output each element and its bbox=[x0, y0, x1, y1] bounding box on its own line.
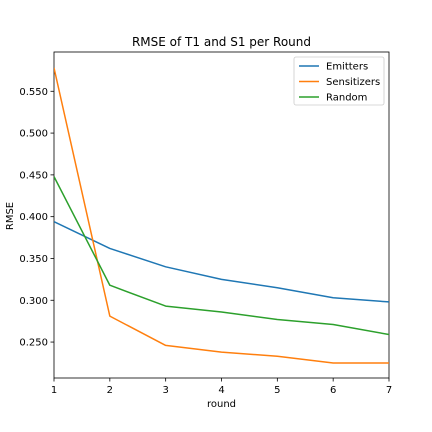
plot-area: 1 2 3 4 5 6 7 0.250 0.300 0.350 0.400 0.450 0.500 0.5… bbox=[19, 51, 392, 396]
legend-box bbox=[293, 56, 385, 106]
x-tick-label: 2 bbox=[107, 385, 113, 396]
legend: Emitters Sensitizers Random bbox=[293, 56, 385, 106]
x-tick-label: 7 bbox=[386, 385, 392, 396]
x-tick-label: 1 bbox=[51, 385, 57, 396]
y-tick-label: 0.500 bbox=[19, 129, 48, 140]
series-line-sensitizers bbox=[54, 67, 389, 364]
y-tick-label: 0.300 bbox=[19, 296, 48, 307]
x-tick-label: 6 bbox=[330, 385, 336, 396]
y-tick-label: 0.400 bbox=[19, 212, 48, 223]
legend-label-sensitizers: Sensitizers bbox=[326, 77, 380, 88]
y-tick-label: 0.450 bbox=[19, 170, 48, 181]
series-line-emitters bbox=[54, 221, 389, 303]
legend-label-emitters: Emitters bbox=[326, 62, 368, 73]
legend-label-random: Random bbox=[326, 93, 367, 104]
y-tick-label: 0.350 bbox=[19, 254, 48, 265]
x-tick-label: 3 bbox=[162, 385, 168, 396]
series-line-random bbox=[54, 176, 389, 336]
x-tick-label: 4 bbox=[218, 385, 224, 396]
y-tick-label: 0.550 bbox=[19, 87, 48, 98]
x-axis-label: round bbox=[207, 399, 236, 410]
y-axis-label: RMSE bbox=[5, 202, 16, 230]
x-tick-label: 5 bbox=[274, 385, 280, 396]
y-tick-label: 0.250 bbox=[19, 338, 48, 349]
chart-title: RMSE of T1 and S1 per Round bbox=[132, 35, 311, 49]
